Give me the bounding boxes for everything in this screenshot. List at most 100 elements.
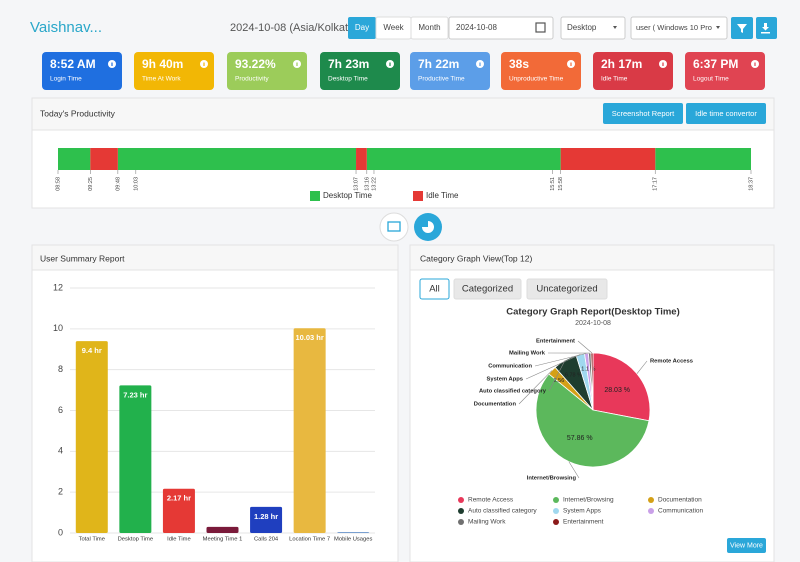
view-more-button[interactable] bbox=[727, 538, 766, 553]
x-tick-label: Idle Time bbox=[167, 537, 191, 543]
x-tick-label: Total Time bbox=[79, 537, 105, 543]
legend-dot bbox=[458, 519, 464, 525]
bar bbox=[206, 526, 239, 533]
view-more-label: View More bbox=[730, 542, 763, 549]
timeline-tick-label: 15:51 bbox=[550, 177, 556, 191]
stat-card bbox=[685, 52, 765, 90]
panel-header bbox=[409, 244, 775, 271]
panel-title: Today's Productivity bbox=[40, 108, 116, 118]
timeline-tick-label: 13:07 bbox=[353, 177, 359, 191]
filter-icon bbox=[737, 24, 747, 33]
stat-card bbox=[227, 52, 307, 90]
pie-slice bbox=[535, 373, 650, 468]
category-tab-label: All bbox=[429, 284, 440, 295]
x-tick-label: Meeting Time 1 bbox=[203, 537, 243, 543]
slice-value-label: 28.03 % bbox=[604, 387, 630, 394]
stat-label: Productivity bbox=[235, 76, 269, 83]
legend-label: Communication bbox=[658, 508, 704, 515]
legend-swatch bbox=[310, 191, 320, 201]
range-button[interactable] bbox=[410, 16, 449, 40]
stat-card bbox=[42, 52, 122, 90]
leader-line bbox=[548, 360, 566, 392]
legend-label: Entertainment bbox=[563, 519, 604, 526]
legend-dot bbox=[553, 497, 559, 503]
bar bbox=[75, 341, 108, 533]
stat-card bbox=[134, 52, 214, 90]
slice-category-label: Entertainment bbox=[536, 339, 575, 345]
timeline-tick-label: 09:25 bbox=[88, 177, 94, 191]
source-select-value: Desktop bbox=[567, 23, 597, 32]
stat-value: 93.22% bbox=[235, 57, 276, 71]
report-button[interactable] bbox=[686, 103, 766, 124]
user-name: Vaishnav... bbox=[30, 19, 102, 36]
stat-label: Logout Time bbox=[693, 76, 729, 83]
y-tick-label: 0 bbox=[58, 527, 63, 537]
user-select[interactable] bbox=[630, 16, 728, 40]
report-button-label: Screenshot Report bbox=[612, 109, 675, 118]
leader-line bbox=[534, 353, 587, 367]
stat-label: Unproductive Time bbox=[509, 76, 564, 83]
timeline-tick-label: 17:17 bbox=[653, 177, 659, 191]
stat-value: 38s bbox=[509, 57, 529, 71]
legend-dot bbox=[553, 519, 559, 525]
timeline-segment bbox=[366, 148, 561, 170]
slice-value-label: 6.78 % bbox=[565, 373, 582, 379]
y-tick-label: 6 bbox=[58, 405, 63, 415]
bar bbox=[293, 328, 326, 533]
range-button-label: Day bbox=[355, 23, 369, 32]
y-tick-label: 8 bbox=[58, 364, 63, 374]
x-tick-label: Location Time 7 bbox=[289, 537, 330, 543]
stat-value: 7h 22m bbox=[418, 57, 459, 71]
download-icon bbox=[761, 23, 770, 34]
timeline-segment bbox=[58, 148, 91, 170]
legend-swatch bbox=[413, 191, 423, 201]
bar-value-label: 9.4 hr bbox=[82, 346, 102, 355]
y-tick-label: 10 bbox=[53, 323, 63, 333]
category-tab[interactable] bbox=[419, 278, 450, 300]
stat-label: Productive Time bbox=[418, 76, 465, 83]
table-view-toggle[interactable] bbox=[379, 212, 409, 242]
source-select[interactable] bbox=[560, 16, 626, 40]
range-button-label: Month bbox=[418, 23, 440, 32]
bar-value-label: 10.03 hr bbox=[295, 333, 323, 342]
table-icon bbox=[387, 221, 401, 232]
y-tick-label: 2 bbox=[58, 487, 63, 497]
stat-value: 7h 23m bbox=[328, 57, 369, 71]
category-tab[interactable] bbox=[453, 278, 522, 300]
legend-dot bbox=[553, 508, 559, 514]
bar bbox=[337, 531, 370, 533]
leader-line bbox=[577, 340, 593, 354]
stat-card bbox=[501, 52, 581, 90]
slice-category-label: Remote Access bbox=[650, 359, 693, 365]
date-input[interactable] bbox=[448, 16, 554, 40]
legend-dot bbox=[458, 497, 464, 503]
caret bbox=[716, 26, 720, 29]
legend-dot bbox=[648, 497, 654, 503]
info-icon-mark bbox=[389, 62, 391, 66]
leader-line bbox=[525, 354, 581, 380]
legend-label: Auto classified category bbox=[468, 508, 537, 515]
legend-label: Remote Access bbox=[468, 497, 514, 504]
bar-value-label: 7.23 hr bbox=[123, 390, 147, 399]
range-button[interactable] bbox=[348, 17, 376, 39]
stat-label: Login Time bbox=[50, 76, 82, 83]
legend-dot bbox=[648, 508, 654, 514]
legend-label: Mailing Work bbox=[468, 519, 506, 526]
slice-category-label: Internet/Browsing bbox=[527, 476, 577, 482]
y-tick-label: 12 bbox=[53, 282, 63, 292]
report-button[interactable] bbox=[603, 103, 683, 124]
y-tick-label: 4 bbox=[58, 446, 63, 456]
info-icon-mark bbox=[479, 62, 481, 66]
timeline-segment bbox=[655, 148, 751, 170]
calendar-icon bbox=[535, 22, 546, 33]
category-tab[interactable] bbox=[526, 278, 608, 300]
x-tick-label: Desktop Time bbox=[118, 537, 153, 543]
timeline-tick-label: 18:37 bbox=[748, 177, 754, 191]
slice-category-label: System Apps bbox=[486, 377, 523, 383]
stat-label: Time At Work bbox=[142, 76, 181, 83]
stat-card bbox=[410, 52, 490, 90]
leader-line bbox=[636, 360, 648, 374]
legend-label: Desktop Time bbox=[323, 191, 372, 200]
